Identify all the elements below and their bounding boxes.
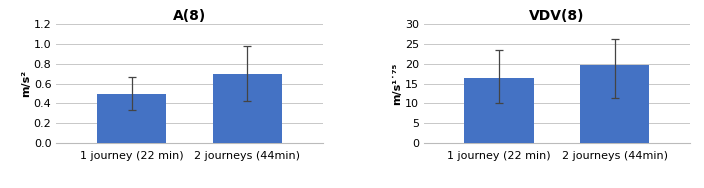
Y-axis label: m/s²: m/s² — [21, 70, 31, 97]
Y-axis label: m/s¹˙⁷⁵: m/s¹˙⁷⁵ — [392, 62, 402, 105]
Bar — [464, 78, 534, 143]
Title: A(8): A(8) — [172, 9, 206, 23]
Bar — [580, 65, 649, 143]
Bar — [97, 94, 166, 143]
Title: VDV(8): VDV(8) — [529, 9, 584, 23]
Bar — [213, 74, 282, 143]
